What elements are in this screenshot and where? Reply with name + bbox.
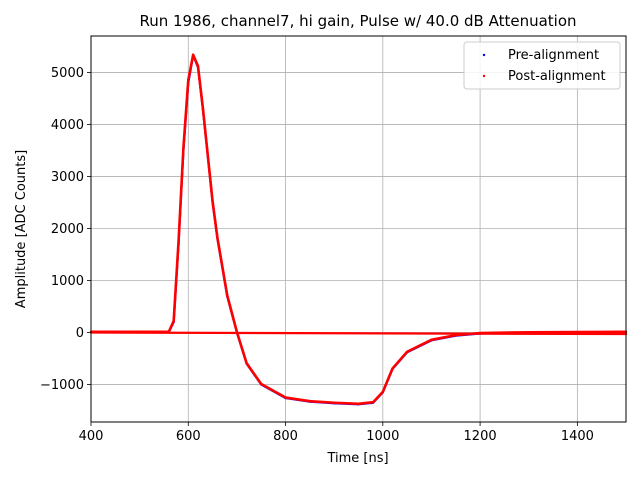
y-axis-label: Amplitude [ADC Counts] xyxy=(14,150,29,308)
series-post-alignment-point xyxy=(172,319,175,323)
y-tick-label: −1000 xyxy=(40,378,84,393)
y-tick-label: 1000 xyxy=(51,274,84,289)
legend-marker-pre-alignment xyxy=(482,53,486,57)
series-post-alignment-point xyxy=(226,293,229,297)
series-post-alignment-point xyxy=(308,400,311,403)
series-post-alignment-point xyxy=(245,362,248,365)
x-tick-label: 800 xyxy=(273,429,298,444)
series-post-alignment-point xyxy=(206,153,209,156)
y-tick-label: 3000 xyxy=(51,170,84,185)
x-tick-label: 1200 xyxy=(464,429,497,444)
series-post-alignment-point xyxy=(201,106,204,109)
x-tick-label: 1000 xyxy=(366,429,399,444)
series-post-alignment-point xyxy=(406,350,409,353)
legend: Pre-alignment Post-alignment xyxy=(463,41,621,90)
y-tick-label: 4000 xyxy=(51,118,84,133)
series-post-alignment-point xyxy=(284,396,287,399)
legend-label-post-alignment: Post-alignment xyxy=(508,69,606,84)
x-axis: 400 600 800 1000 1200 1400 xyxy=(79,422,594,444)
x-tick-label: 400 xyxy=(79,429,104,444)
series-post-alignment-point xyxy=(391,367,394,370)
y-tick-label: 2000 xyxy=(51,222,84,237)
chart-title: Run 1986, channel7, hi gain, Pulse w/ 40… xyxy=(139,12,576,30)
series-post-alignment-point xyxy=(192,53,195,56)
series-post-alignment-point xyxy=(430,338,433,341)
series-post-alignment-point xyxy=(576,330,579,334)
series-post-alignment-point xyxy=(333,401,336,404)
y-tick-label: 0 xyxy=(76,326,84,341)
y-tick-label: 5000 xyxy=(51,66,84,81)
series-post-alignment-point xyxy=(260,382,263,386)
legend-box xyxy=(463,41,621,90)
y-axis: −1000 0 1000 2000 3000 4000 5000 xyxy=(40,66,91,393)
series-post-alignment-point xyxy=(182,146,185,149)
x-tick-label: 1400 xyxy=(561,429,594,444)
legend-label-pre-alignment: Pre-alignment xyxy=(508,48,599,63)
series-post-alignment-point xyxy=(371,401,375,404)
series-post-alignment-point xyxy=(357,402,360,405)
x-tick-label: 600 xyxy=(176,429,201,444)
x-axis-label: Time [ns] xyxy=(326,451,388,466)
plot-frame xyxy=(90,35,627,423)
series-post-alignment-point xyxy=(381,390,384,393)
series-layer xyxy=(89,53,628,406)
series-post-alignment-point xyxy=(177,240,180,243)
series-baseline xyxy=(90,331,627,336)
series-post-alignment-point xyxy=(196,65,200,68)
series-post-alignment-point xyxy=(187,79,190,82)
series-post-alignment-point xyxy=(216,236,219,239)
series-post-alignment-point xyxy=(211,200,214,203)
legend-marker-post-alignment xyxy=(482,74,486,78)
